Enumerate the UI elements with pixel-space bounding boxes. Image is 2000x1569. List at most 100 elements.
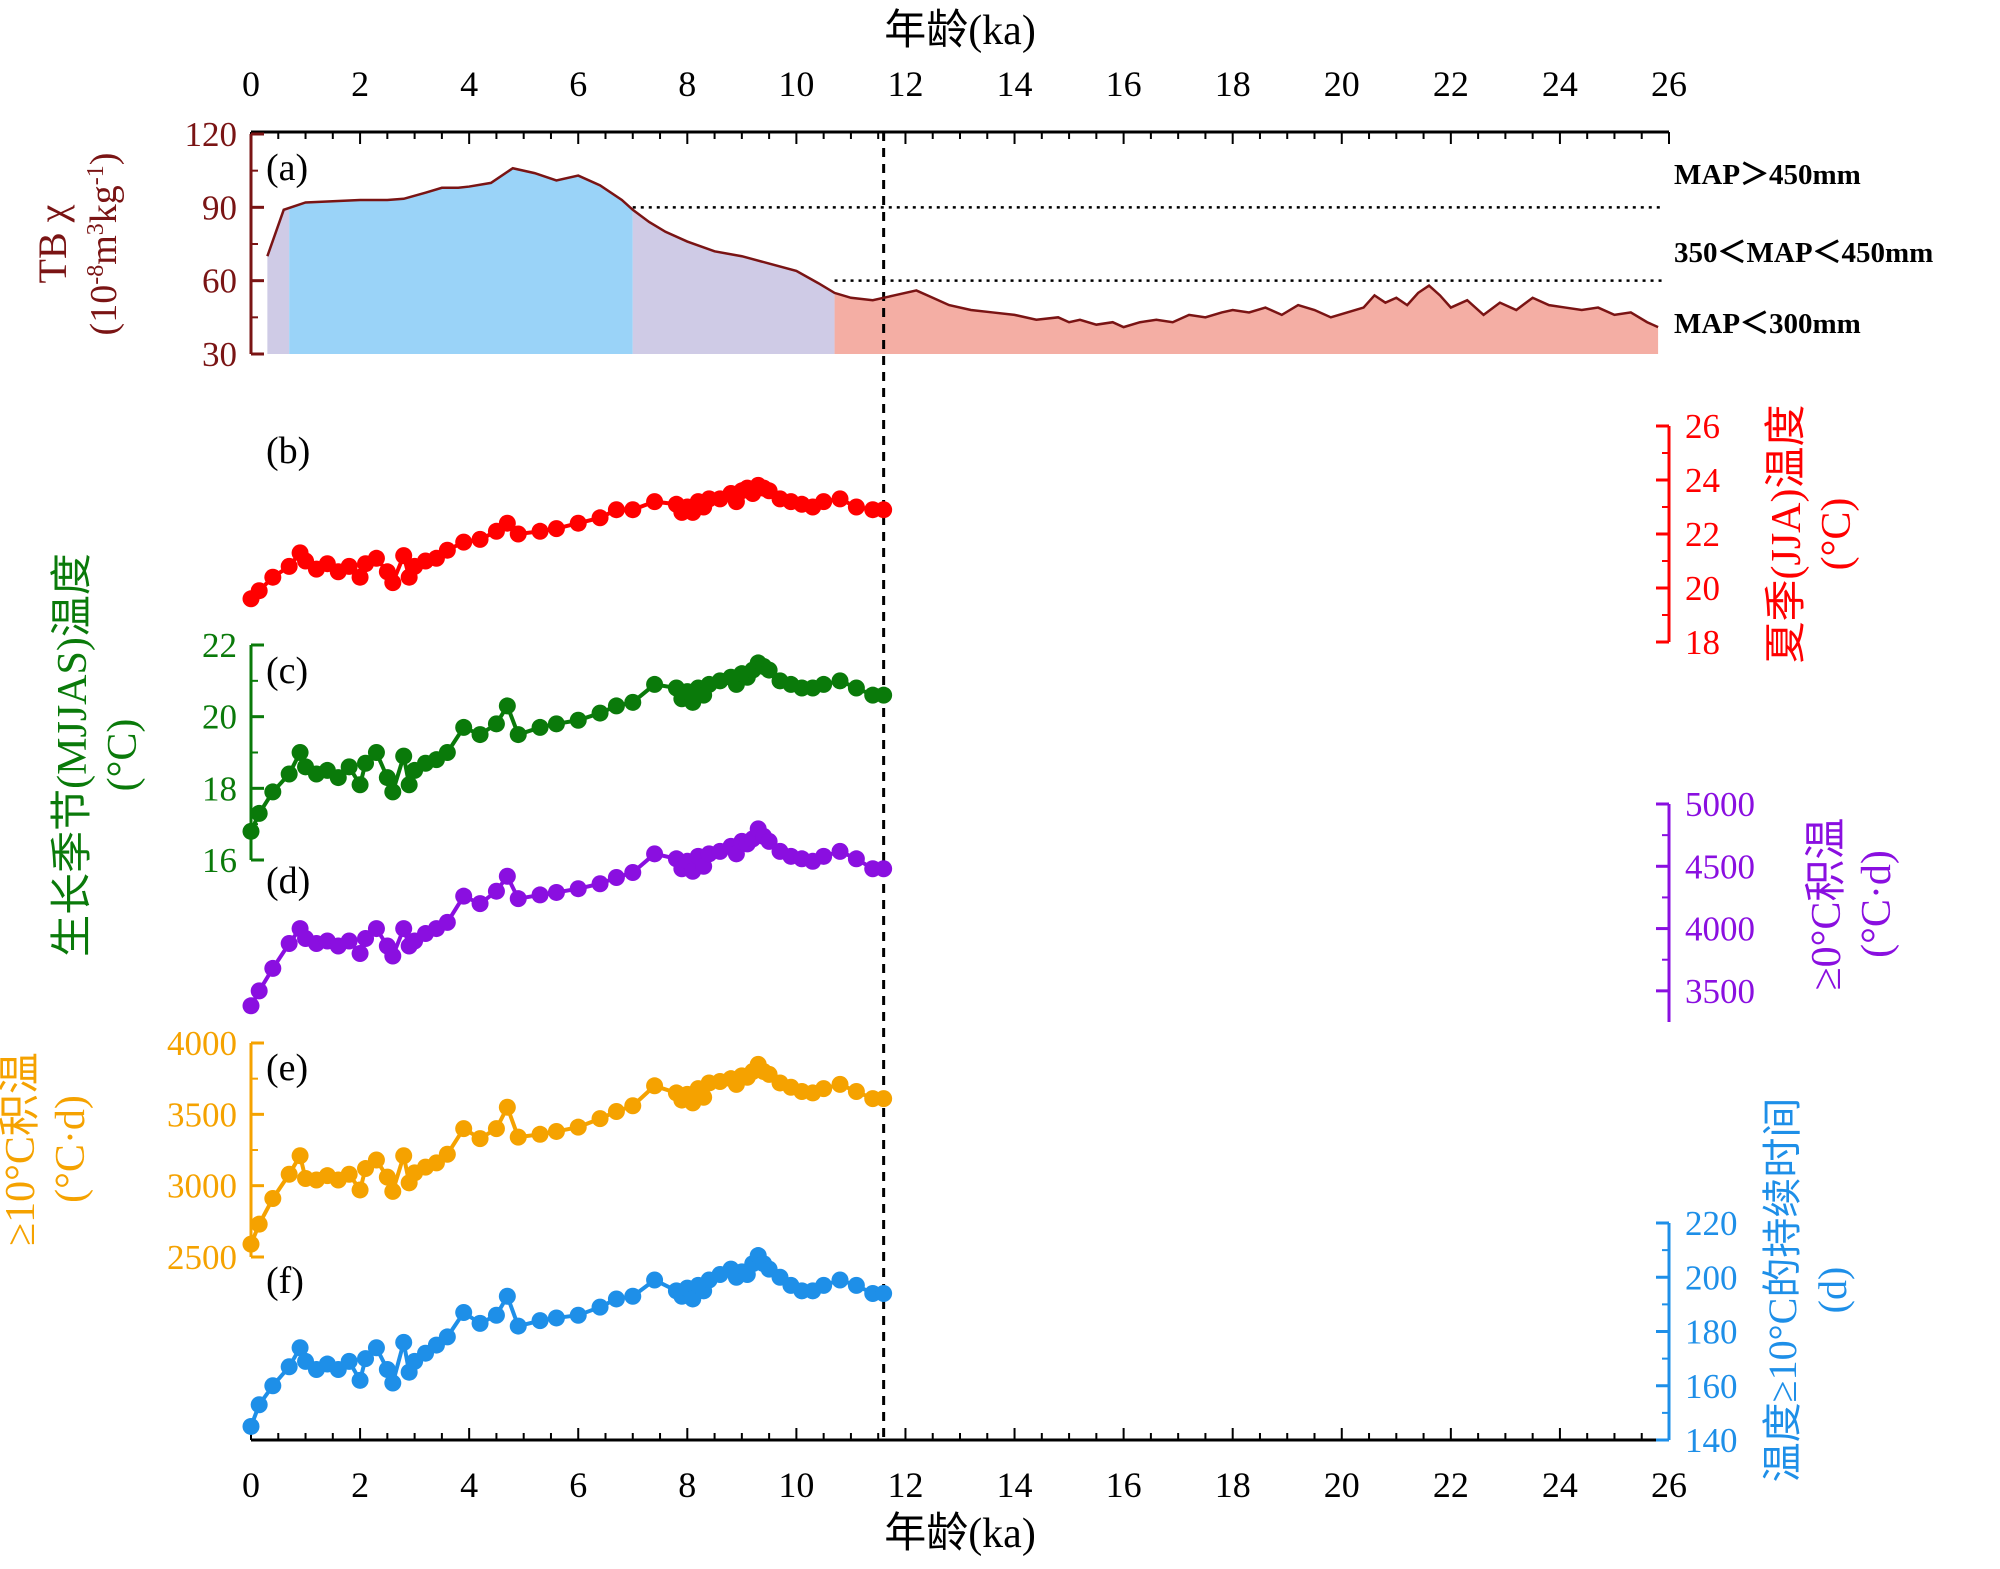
y-tick-label-a: 120 xyxy=(185,115,238,154)
y-axis-title-c-line-0: 生长季节(MJJAS)温度 xyxy=(50,553,96,957)
y-tick-label-c: 22 xyxy=(202,626,237,665)
data-point-e xyxy=(831,1075,849,1093)
data-point-b xyxy=(250,582,268,600)
x-tick-label-bottom: 4 xyxy=(460,1465,478,1505)
data-point-d xyxy=(569,880,587,898)
data-point-d xyxy=(875,860,893,878)
panel-label-e: (e) xyxy=(266,1047,308,1089)
data-point-f xyxy=(547,1309,565,1327)
y-tick-label-e: 4000 xyxy=(167,1024,237,1063)
x-tick-label-bottom: 2 xyxy=(351,1465,369,1505)
data-point-d xyxy=(509,890,527,908)
zone-fill-0 xyxy=(267,207,290,354)
data-point-c xyxy=(760,661,778,679)
x-tick-label-top: 10 xyxy=(778,64,814,104)
y-tick-label-f: 220 xyxy=(1685,1204,1738,1243)
x-tick-label-bottom: 0 xyxy=(242,1465,260,1505)
data-point-f xyxy=(498,1287,516,1305)
data-point-e xyxy=(624,1097,642,1115)
x-tick-label-bottom: 16 xyxy=(1106,1465,1142,1505)
data-point-d xyxy=(351,944,369,962)
data-point-f xyxy=(455,1304,473,1322)
x-axis-title-top: 年龄(ka) xyxy=(884,7,1036,54)
map-label-0: MAP＞450mm xyxy=(1674,159,1861,191)
data-point-c xyxy=(831,672,849,690)
panel-label-a: (a) xyxy=(266,147,308,189)
data-point-d xyxy=(760,832,778,850)
data-point-b xyxy=(815,493,833,511)
data-point-f xyxy=(847,1276,865,1294)
data-point-b xyxy=(646,493,664,511)
zone-fill-1 xyxy=(289,168,633,354)
zone-fill-2 xyxy=(632,209,835,354)
data-point-f xyxy=(280,1358,298,1376)
data-point-f xyxy=(815,1276,833,1294)
data-point-e xyxy=(607,1102,625,1120)
data-point-c xyxy=(340,758,358,776)
data-point-e xyxy=(695,1088,713,1106)
data-point-e xyxy=(291,1147,309,1165)
data-point-d xyxy=(384,947,402,965)
y-axis-title-d-line-0: ≥0°C积温 xyxy=(1804,818,1850,991)
panel-label-c: (c) xyxy=(266,650,308,692)
data-point-d xyxy=(250,982,268,1000)
data-point-f xyxy=(357,1350,375,1368)
data-point-c xyxy=(509,726,527,744)
data-point-e xyxy=(351,1181,369,1199)
x-tick-label-bottom: 8 xyxy=(678,1465,696,1505)
data-point-d xyxy=(531,886,549,904)
data-point-c xyxy=(471,726,489,744)
x-tick-label-bottom: 14 xyxy=(997,1465,1033,1505)
data-point-c xyxy=(264,783,282,801)
data-point-b xyxy=(455,533,473,551)
data-point-c xyxy=(351,776,369,794)
data-point-c xyxy=(591,704,609,722)
data-point-b xyxy=(471,530,489,548)
data-point-f xyxy=(624,1287,642,1305)
data-point-d xyxy=(498,867,516,885)
y-axis-title-b: 夏季(JJA)温度 (°C) xyxy=(1764,405,1860,664)
y-axis-title-f-line-0: 温度≥10°C的持续时间 xyxy=(1760,1098,1805,1483)
y-axis-title-a-line-0: TB χ xyxy=(30,204,75,283)
data-point-b xyxy=(531,522,549,540)
x-tick-label-top: 14 xyxy=(997,64,1033,104)
x-axis-title-bottom: 年龄(ka) xyxy=(884,1510,1036,1557)
axis-title-part: -8 xyxy=(83,265,109,285)
x-tick-label-top: 16 xyxy=(1106,64,1142,104)
data-point-c xyxy=(531,718,549,736)
y-axis-title-b-line-0: 夏季(JJA)温度 xyxy=(1764,405,1810,664)
data-point-d xyxy=(471,895,489,913)
data-point-d xyxy=(487,882,505,900)
data-point-e xyxy=(242,1235,260,1253)
data-point-e xyxy=(847,1083,865,1101)
panel-label-d: (d) xyxy=(266,860,310,902)
data-point-d xyxy=(624,864,642,882)
data-point-c xyxy=(280,765,298,783)
data-point-e xyxy=(498,1098,516,1116)
data-point-c xyxy=(646,675,664,693)
y-axis-title-b-line-1: (°C) xyxy=(1814,498,1860,571)
data-point-f xyxy=(509,1317,527,1335)
map-label-2: MAP＜300mm xyxy=(1674,308,1861,340)
data-point-d xyxy=(831,842,849,860)
data-point-b xyxy=(624,501,642,519)
data-point-c xyxy=(329,769,347,787)
data-point-e xyxy=(264,1190,282,1208)
data-point-d xyxy=(264,959,282,977)
y-axis-title-e-line-0: ≥10°C积温 xyxy=(0,1052,44,1246)
data-point-e xyxy=(569,1118,587,1136)
data-point-c xyxy=(438,744,456,761)
data-point-c xyxy=(400,776,418,794)
data-point-e xyxy=(378,1168,396,1186)
data-point-d xyxy=(367,920,385,938)
y-axis-title-d: ≥0°C积温 (°C·d) xyxy=(1804,818,1900,991)
data-point-f xyxy=(242,1417,260,1435)
data-point-d xyxy=(607,868,625,886)
data-point-f xyxy=(607,1290,625,1308)
data-point-b xyxy=(591,509,609,527)
data-point-e xyxy=(250,1215,268,1233)
axis-title-part: (10 xyxy=(83,285,125,336)
text-layer: 0022446688101012121414161618182020222224… xyxy=(0,7,1933,1557)
y-tick-label-b: 24 xyxy=(1685,461,1720,500)
y-axis-title-e: ≥10°C积温 (°C·d) xyxy=(0,1052,94,1246)
